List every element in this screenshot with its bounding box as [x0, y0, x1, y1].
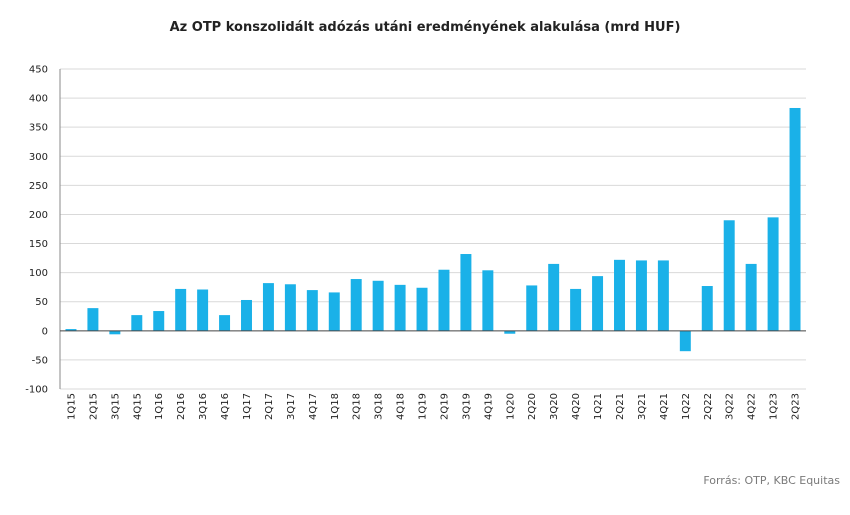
bar-2Q20 — [526, 285, 538, 331]
x-tick-label: 2Q17 — [264, 393, 275, 420]
y-tick-label: -50 — [32, 355, 48, 366]
bar-1Q16 — [153, 311, 165, 331]
bar-2Q23 — [789, 107, 801, 331]
bars — [65, 107, 801, 352]
x-tick-label: 4Q20 — [571, 393, 582, 420]
bar-1Q15 — [65, 329, 77, 331]
source-note: Forrás: OTP, KBC Equitas — [703, 474, 840, 487]
x-tick-label: 4Q18 — [396, 393, 407, 420]
x-tick-label: 3Q22 — [725, 393, 736, 420]
bar-4Q20 — [570, 288, 582, 331]
y-tick-label: 400 — [29, 94, 48, 105]
x-tick-label: 3Q15 — [110, 393, 121, 420]
bar-4Q22 — [745, 263, 757, 331]
x-tick-label: 2Q15 — [88, 393, 99, 420]
bar-2Q16 — [175, 288, 187, 331]
x-tick-label: 1Q18 — [330, 393, 341, 420]
x-axis-ticks: 1Q15 2Q15 3Q15 4Q15 1Q16 2Q16 3Q16 4Q16 1Q17 2Q17… — [66, 393, 801, 420]
bar-4Q18 — [394, 284, 406, 331]
y-axis-ticks: -100 -50 0 50 100 150 200 250 300 350 400 450 — [25, 65, 48, 396]
x-tick-label: 1Q15 — [66, 393, 77, 420]
x-tick-label: 2Q23 — [791, 393, 802, 420]
x-tick-label: 4Q22 — [747, 393, 758, 420]
bar-4Q19 — [482, 270, 494, 331]
bar-3Q18 — [372, 280, 384, 331]
x-tick-label: 2Q21 — [615, 393, 626, 420]
y-tick-label: 350 — [29, 123, 48, 134]
bar-3Q16 — [197, 289, 209, 331]
bar-1Q21 — [592, 276, 604, 331]
bar-1Q17 — [241, 299, 252, 331]
x-tick-label: 2Q19 — [439, 393, 450, 420]
chart-title: Az OTP konszolidált adózás utáni eredmén… — [169, 20, 681, 35]
x-tick-label: 1Q20 — [505, 393, 516, 420]
y-tick-label: 200 — [29, 210, 48, 221]
bar-2Q19 — [438, 269, 450, 331]
bar-4Q17 — [306, 290, 318, 331]
y-tick-label: 300 — [29, 152, 48, 163]
y-tick-label: 450 — [29, 65, 48, 76]
bar-3Q21 — [635, 260, 647, 331]
x-tick-label: 1Q21 — [593, 393, 604, 420]
bar-1Q22 — [679, 330, 691, 352]
x-tick-label: 4Q16 — [220, 393, 231, 420]
y-tick-label: 150 — [29, 239, 48, 250]
bar-3Q19 — [460, 254, 472, 331]
bar-1Q23 — [767, 217, 779, 331]
bar-1Q19 — [416, 287, 428, 331]
x-tick-label: 3Q19 — [461, 393, 472, 420]
x-tick-label: 4Q15 — [132, 393, 143, 420]
bar-2Q17 — [262, 283, 274, 331]
x-tick-label: 1Q16 — [154, 393, 165, 420]
x-tick-label: 1Q23 — [769, 393, 780, 420]
bar-3Q22 — [723, 220, 735, 331]
y-tick-label: 0 — [42, 326, 48, 337]
x-tick-label: 2Q18 — [352, 393, 363, 420]
bar-1Q20 — [504, 330, 516, 334]
x-tick-label: 3Q21 — [637, 393, 648, 420]
x-tick-label: 1Q19 — [418, 393, 429, 420]
bar-3Q17 — [284, 284, 296, 331]
bar-4Q21 — [657, 260, 669, 331]
y-tick-label: 100 — [29, 268, 48, 279]
x-tick-label: 1Q17 — [242, 393, 253, 420]
x-tick-label: 4Q19 — [483, 393, 494, 420]
bar-3Q15 — [109, 330, 121, 335]
bar-4Q16 — [219, 315, 231, 331]
x-tick-label: 2Q20 — [527, 393, 538, 420]
bar-2Q15 — [87, 308, 99, 331]
x-tick-label: 1Q22 — [681, 393, 692, 420]
x-tick-label: 3Q20 — [549, 393, 560, 420]
bar-1Q18 — [328, 292, 340, 331]
bar-2Q18 — [350, 279, 362, 331]
x-tick-label: 4Q17 — [308, 393, 319, 420]
x-tick-label: 3Q16 — [198, 393, 209, 420]
bar-2Q21 — [614, 259, 625, 331]
bar-4Q15 — [131, 315, 143, 331]
y-tick-label: -100 — [25, 385, 48, 396]
y-tick-label: 50 — [35, 297, 48, 308]
x-tick-label: 3Q18 — [374, 393, 385, 420]
x-tick-label: 2Q16 — [176, 393, 187, 420]
bar-2Q22 — [701, 286, 713, 331]
x-tick-label: 4Q21 — [659, 393, 670, 420]
x-tick-label: 2Q22 — [703, 393, 714, 420]
gridlines — [60, 68, 806, 390]
x-tick-label: 3Q17 — [286, 393, 297, 420]
bar-3Q20 — [548, 263, 560, 331]
y-tick-label: 250 — [29, 181, 48, 192]
